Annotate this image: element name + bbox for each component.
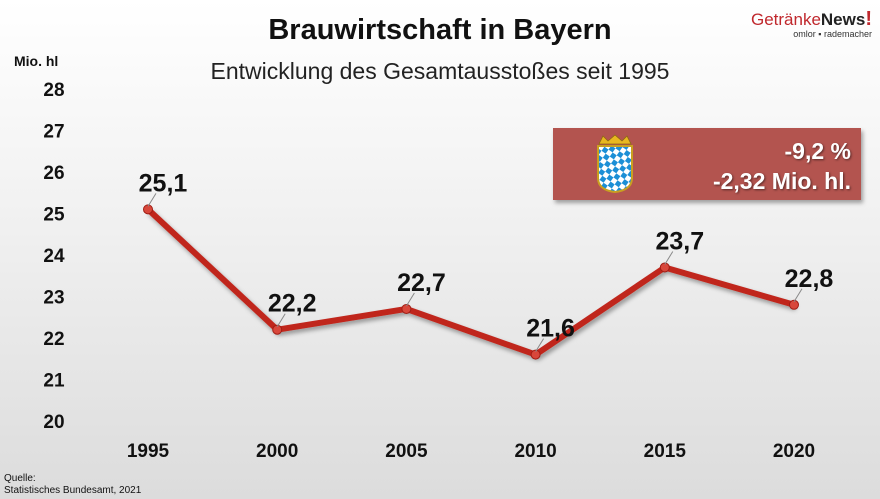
bavaria-coat-of-arms-icon <box>597 134 633 194</box>
x-tick-label: 1995 <box>127 441 170 462</box>
summary-badge: -9,2 % -2,32 Mio. hl. <box>553 128 861 200</box>
chart-title: Brauwirtschaft in Bayern <box>268 14 612 46</box>
y-tick-label: 24 <box>43 246 65 267</box>
x-tick-label: 2020 <box>773 441 815 462</box>
y-tick-label: 26 <box>43 163 64 184</box>
data-point <box>143 204 153 215</box>
series-line <box>145 207 795 358</box>
x-tick-label: 2000 <box>256 441 298 462</box>
absolute-change: -2,32 Mio. hl. <box>712 168 851 194</box>
percent-change: -9,2 % <box>784 138 851 164</box>
x-tick-label: 2005 <box>385 441 428 462</box>
data-point <box>401 303 412 314</box>
y-tick-label: 23 <box>43 288 64 309</box>
y-tick-label: 22 <box>43 329 64 350</box>
x-tick-label: 2010 <box>514 441 556 462</box>
label-leader <box>535 338 545 352</box>
data-label: 22,2 <box>268 290 317 318</box>
label-leader <box>793 288 803 303</box>
y-axis-label: Mio. hl <box>14 53 59 69</box>
data-point <box>272 324 283 335</box>
label-leader <box>664 251 674 265</box>
data-label: 23,7 <box>655 227 704 255</box>
data-label: 21,6 <box>526 315 575 343</box>
x-tick-label: 2015 <box>644 441 687 462</box>
y-tick-label: 20 <box>43 412 64 433</box>
y-tick-label: 25 <box>43 205 65 226</box>
data-point <box>789 299 799 310</box>
y-tick-label: 21 <box>43 371 65 392</box>
data-point <box>530 349 541 360</box>
source-note: Quelle: Statistisches Bundesamt, 2021 <box>4 473 142 496</box>
label-leader <box>276 313 286 327</box>
brand-logo: GetränkeNews! omlor ▪ rademacher <box>750 8 872 39</box>
label-leader <box>405 292 415 307</box>
data-label: 22,8 <box>785 265 834 293</box>
y-tick-label: 27 <box>43 122 64 143</box>
y-tick-label: 28 <box>43 80 64 101</box>
chart-subtitle: Entwicklung des Gesamtausstoßes seit 199… <box>210 58 670 84</box>
data-point <box>659 262 670 273</box>
label-leader <box>147 193 157 207</box>
data-label: 22,7 <box>397 269 446 297</box>
data-label: 25,1 <box>139 169 188 197</box>
